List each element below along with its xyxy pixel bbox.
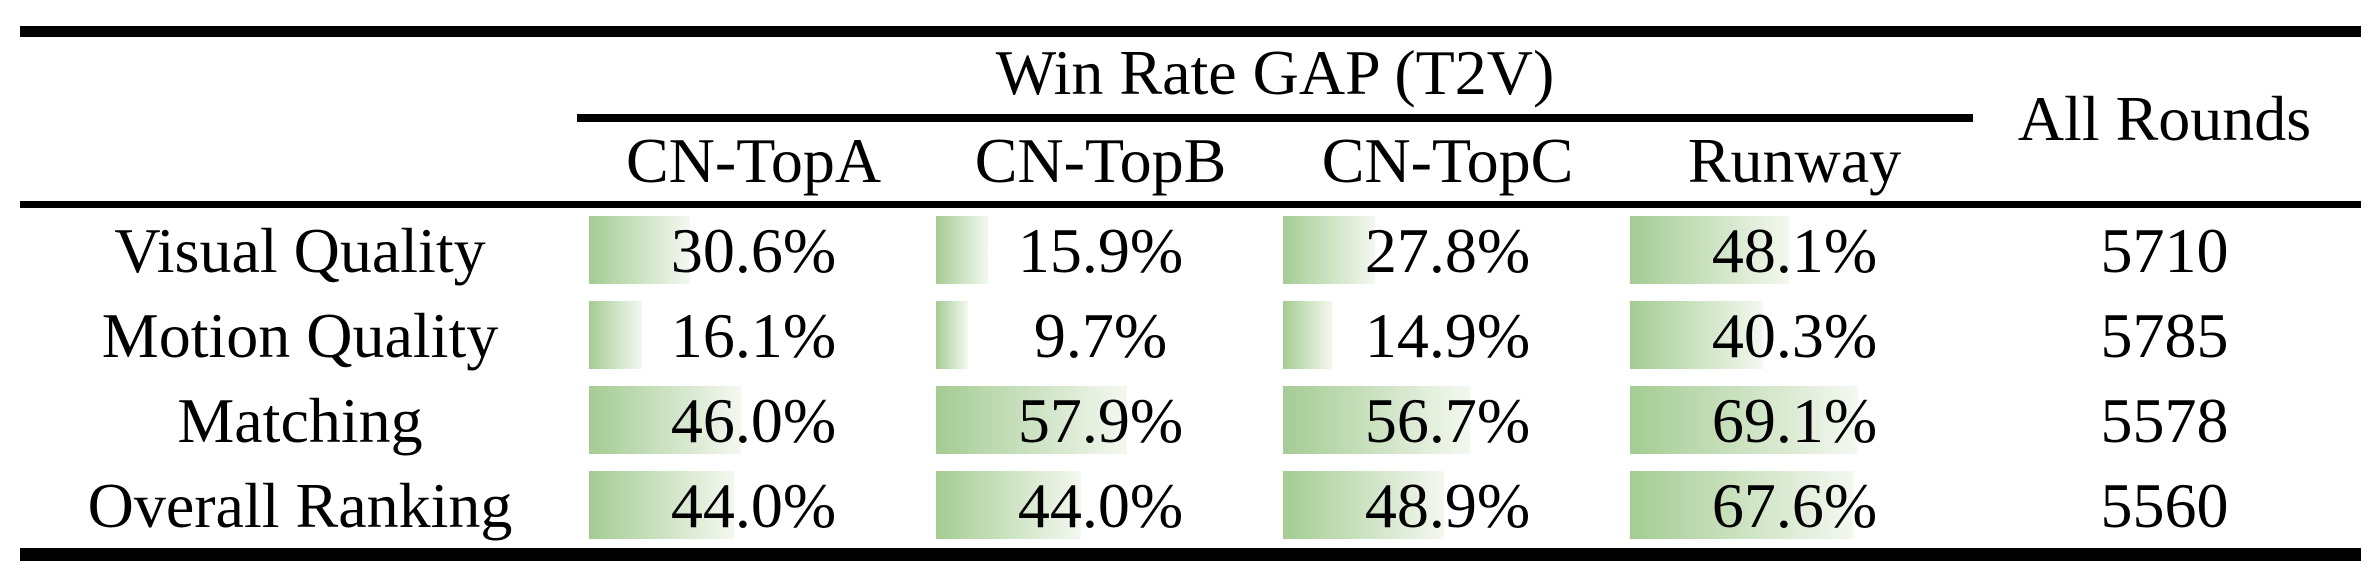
win-rate-value: 44.0% <box>1017 470 1184 541</box>
win-rate-value: 9.7% <box>1033 300 1168 371</box>
win-rate-value: 14.9% <box>1364 300 1531 371</box>
win-rate-value: 48.9% <box>1364 470 1531 541</box>
win-rate-cell: 14.9% <box>1274 293 1621 378</box>
win-rate-cell: 15.9% <box>927 208 1274 293</box>
all-rounds-value: 5785 <box>2100 300 2229 371</box>
win-rate-cell: 40.3% <box>1621 293 1968 378</box>
win-rate-cell: 16.1% <box>580 293 927 378</box>
win-rate-cell: 57.9% <box>927 378 1274 463</box>
win-rate-cell: 44.0% <box>580 463 927 548</box>
win-rate-data-bar <box>1283 471 1444 539</box>
top-rule <box>20 26 2361 37</box>
group-header-underline-rule <box>577 114 1973 122</box>
win-rate-value: 27.8% <box>1364 215 1531 286</box>
win-rate-cell: 48.1% <box>1621 208 1968 293</box>
win-rate-value: 40.3% <box>1711 300 1878 371</box>
win-rate-data-bar <box>1630 471 1853 539</box>
win-rate-data-bar <box>1630 386 1858 454</box>
win-rate-cell: 56.7% <box>1274 378 1621 463</box>
win-rate-data-bar <box>936 386 1127 454</box>
win-rate-data-bar <box>589 471 734 539</box>
all-rounds-value: 5710 <box>2100 215 2229 286</box>
win-rate-data-bar <box>589 216 690 284</box>
row-label: Motion Quality <box>101 300 499 371</box>
win-rate-data-bar <box>1283 301 1332 369</box>
win-rate-value: 16.1% <box>670 300 837 371</box>
win-rate-value: 15.9% <box>1017 215 1184 286</box>
all-rounds-value: 5560 <box>2100 470 2229 541</box>
win-rate-data-bar <box>589 301 642 369</box>
win-rate-value: 30.6% <box>670 215 837 286</box>
bottom-rule <box>20 548 2361 561</box>
win-rate-cell: 46.0% <box>580 378 927 463</box>
table-row: Overall Ranking 44.0% 44.0% 48.9% 67.6% 5560 <box>0 463 2376 548</box>
win-rate-data-bar <box>936 216 988 284</box>
column-header-cn-topc: CN-TopC <box>1321 125 1574 196</box>
win-rate-value: 57.9% <box>1017 385 1184 456</box>
win-rate-cell: 9.7% <box>927 293 1274 378</box>
group-header-win-rate-gap: Win Rate GAP (T2V) <box>995 37 1555 108</box>
win-rate-cell: 30.6% <box>580 208 927 293</box>
row-label: Visual Quality <box>114 215 486 286</box>
win-rate-value: 44.0% <box>670 470 837 541</box>
column-header-runway: Runway <box>1687 125 1902 196</box>
win-rate-value: 69.1% <box>1711 385 1878 456</box>
win-rate-data-bar <box>1283 386 1470 454</box>
win-rate-value: 56.7% <box>1364 385 1531 456</box>
column-header-cn-topa: CN-TopA <box>625 125 882 196</box>
column-header-all-rounds: All Rounds <box>2017 83 2312 154</box>
win-rate-cell: 27.8% <box>1274 208 1621 293</box>
win-rate-cell: 69.1% <box>1621 378 1968 463</box>
win-rate-cell: 67.6% <box>1621 463 1968 548</box>
win-rate-data-bar <box>936 301 968 369</box>
all-rounds-value: 5578 <box>2100 385 2229 456</box>
win-rate-cell: 44.0% <box>927 463 1274 548</box>
row-label: Matching <box>177 385 423 456</box>
win-rate-cell: 48.9% <box>1274 463 1621 548</box>
win-rate-value: 48.1% <box>1711 215 1878 286</box>
win-rate-data-bar <box>936 471 1081 539</box>
win-rate-value: 46.0% <box>670 385 837 456</box>
win-rate-data-bar <box>1283 216 1375 284</box>
table-row: Visual Quality 30.6% 15.9% 27.8% 48.1% 5710 <box>0 208 2376 293</box>
column-header-cn-topb: CN-TopB <box>974 125 1227 196</box>
row-label: Overall Ranking <box>87 470 513 541</box>
win-rate-data-bar <box>589 386 741 454</box>
table-row: Motion Quality 16.1% 9.7% 14.9% 40.3% 5785 <box>0 293 2376 378</box>
win-rate-value: 67.6% <box>1711 470 1878 541</box>
win-rate-data-bar <box>1630 216 1789 284</box>
win-rate-data-bar <box>1630 301 1763 369</box>
header-rule <box>20 201 2361 208</box>
table-row: Matching 46.0% 57.9% 56.7% 69.1% 5578 <box>0 378 2376 463</box>
